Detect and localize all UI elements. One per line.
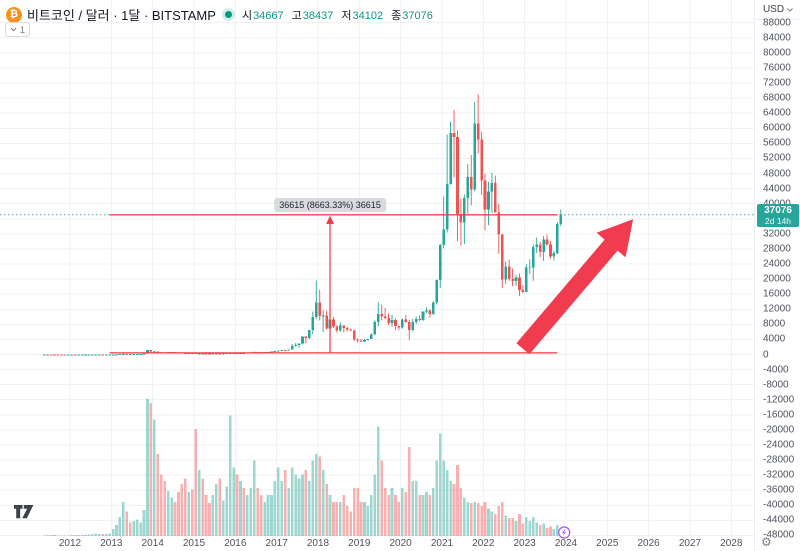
price-axis-label: 40000 [763,198,791,209]
low-value: 34102 [352,9,384,22]
price-axis-label: -4000 [763,364,789,376]
bitcoin-icon: ₿ [6,6,22,23]
price-axis-label: 72000 [763,77,791,89]
object-tree-toggle-button[interactable]: 1 [5,22,31,37]
time-axis-label: 2020 [389,538,412,549]
time-axis-label: 2021 [430,538,454,549]
price-axis-label: -12000 [763,394,795,406]
measure-label[interactable]: 36615 (8663.33%) 36615 [274,198,386,213]
open-label: 시 [241,9,253,22]
price-axis-label: 68000 [763,92,791,104]
market-open-dot-icon [224,11,232,18]
price-axis-label: -16000 [763,409,795,421]
price-axis-label: -36000 [763,484,795,496]
price-axis-label: -20000 [763,424,795,436]
price-axis-label: 64000 [763,107,791,119]
time-axis-label: 2017 [265,538,288,549]
price-axis-label: 28000 [763,243,791,255]
price-axis-label: 48000 [763,168,791,180]
time-axis-label: 2012 [58,538,82,549]
time-axis-label: 2027 [678,538,702,549]
price-axis-label: -48000 [763,529,795,541]
time-axis-label: 2019 [348,538,371,549]
time-axis-label: 2016 [224,538,247,549]
price-axis[interactable]: USD 88000 84000 80000 76000 72000 68000 64000 6… [754,0,800,551]
time-axis-label: 2028 [720,538,743,549]
price-axis-label: 0 [763,349,769,360]
price-axis-label: -24000 [763,439,795,451]
price-axis-label: 24000 [763,258,791,270]
price-axis-label: -8000 [763,379,789,391]
close-label: 종 [391,9,402,22]
high-label: 고 [291,9,302,22]
gear-icon[interactable]: ⚙ [761,535,772,549]
time-axis[interactable]: 2012 2013 2014 2015 2016 2017 2018 2019 2020 2021… [0,537,754,551]
price-axis-label: 8000 [763,318,786,330]
currency-selector[interactable]: USD [755,0,800,20]
time-axis-label: 2015 [182,538,206,549]
current-price-badge: 37076 2d 14h [757,203,799,227]
time-axis-label: 2014 [141,538,164,549]
symbol-legend[interactable]: ₿ 비트코인 / 달러 · 1달 · BITSTAMP 시34667 고3843… [6,5,441,24]
low-label: 저 [341,9,352,22]
price-axis-label: 80000 [763,47,791,59]
price-axis-label: -32000 [763,469,795,481]
high-value: 38437 [302,9,334,22]
tradingview-logo-icon[interactable] [14,502,35,524]
chevron-down-icon [10,27,17,32]
bar-countdown: 2d 14h [765,215,791,226]
currency-label: USD [762,4,785,15]
price-axis-label: 56000 [763,137,791,149]
price-axis-label: 12000 [763,303,791,315]
price-axis-label: 60000 [763,122,791,134]
time-axis-label: 2023 [513,538,536,549]
price-axis-label: 20000 [763,273,791,285]
price-axis-label: 76000 [763,62,791,74]
time-axis-label: 2024 [554,538,578,549]
price-axis-label: 88000 [763,17,791,29]
price-axis-label: 52000 [763,152,791,164]
symbol-title[interactable]: 비트코인 / 달러 · 1달 · BITSTAMP [27,8,216,23]
price-axis-label: -40000 [763,499,795,511]
price-axis-label: 32000 [763,228,791,240]
ohlc-values: 시34667 고38437 저34102 종37076 [242,7,441,23]
price-axis-label: -28000 [763,454,795,466]
object-count: 1 [20,24,26,35]
time-axis-label: 2026 [637,538,660,549]
price-axis-label: -44000 [763,514,795,526]
price-axis-label: 16000 [763,288,791,300]
close-value: 37076 [402,9,433,22]
current-price: 37076 [764,204,792,216]
time-axis-label: 2018 [306,538,330,549]
time-axis-label: 2022 [472,538,495,549]
time-axis-label: 2013 [100,538,123,549]
open-value: 34667 [253,9,284,22]
price-axis-label: 84000 [763,32,791,44]
time-axis-label: 2025 [596,538,619,549]
chevron-down-icon [787,7,793,12]
price-axis-label: 44000 [763,183,791,195]
price-axis-label: 4000 [763,333,786,345]
